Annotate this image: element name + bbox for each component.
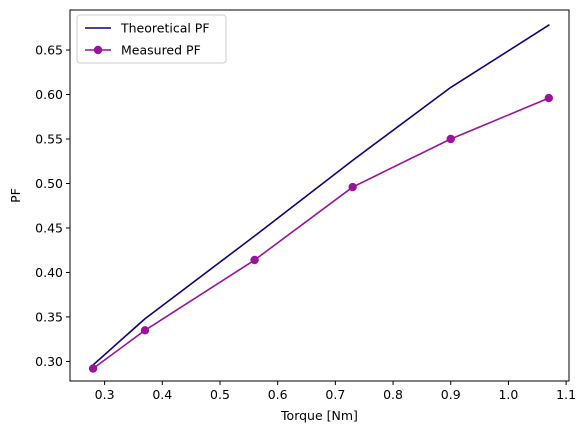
x-tick-label: 0.5 [210, 387, 230, 402]
data-point-measured [250, 256, 258, 264]
x-tick-label: 0.9 [441, 387, 461, 402]
y-tick-label: 0.45 [35, 220, 63, 235]
plot-area [70, 10, 569, 381]
x-tick-label: 0.3 [95, 387, 115, 402]
data-point-measured [447, 135, 455, 143]
x-tick-label: 1.1 [556, 387, 576, 402]
y-tick-label: 0.30 [35, 354, 63, 369]
y-tick-label: 0.65 [35, 43, 63, 58]
x-tick-label: 0.6 [268, 387, 288, 402]
data-point-measured [141, 326, 149, 334]
legend-label-theoretical: Theoretical PF [120, 21, 210, 36]
legend: Theoretical PF Measured PF [77, 15, 226, 63]
y-tick-label: 0.35 [35, 309, 63, 324]
y-tick-label: 0.50 [35, 176, 63, 191]
x-tick-label: 0.4 [152, 387, 172, 402]
x-tick-label: 0.8 [383, 387, 403, 402]
y-tick-label: 0.55 [35, 132, 63, 147]
legend-marker-measured [94, 46, 102, 54]
x-tick-label: 1.0 [498, 387, 518, 402]
y-axis-label: PF [8, 188, 23, 203]
y-tick-label: 0.60 [35, 87, 63, 102]
data-point-measured [89, 364, 97, 372]
x-tick-label: 0.7 [325, 387, 345, 402]
y-tick-label: 0.40 [35, 265, 63, 280]
data-point-measured [348, 183, 356, 191]
legend-label-measured: Measured PF [121, 43, 201, 58]
data-point-measured [545, 94, 553, 102]
x-axis-label: Torque [Nm] [280, 408, 358, 423]
